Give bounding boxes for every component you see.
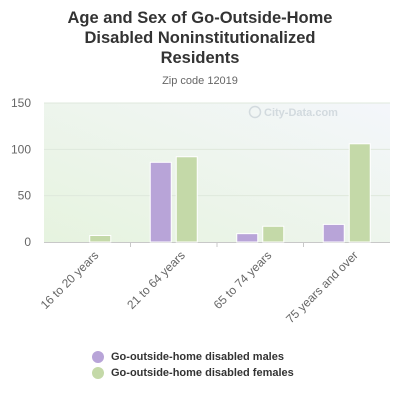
legend-label-females: Go-outside-home disabled females <box>111 367 294 379</box>
x-tick-labels: 16 to 20 years 21 to 64 years 65 to 74 yea… <box>38 248 361 326</box>
bar-females <box>89 235 112 243</box>
chart-title-line-3: Residents <box>160 49 240 67</box>
bar-males <box>236 233 259 243</box>
axes <box>44 242 390 247</box>
x-tick-label: 65 to 74 years <box>211 248 275 312</box>
legend-item-males: Go-outside-home disabled males <box>92 349 294 365</box>
legend-label-males: Go-outside-home disabled males <box>111 351 284 363</box>
y-tick-label: 100 <box>11 142 31 156</box>
legend: Go-outside-home disabled males Go-outsid… <box>92 349 294 381</box>
gridlines <box>44 102 390 197</box>
bar-females <box>175 156 198 243</box>
plot-area <box>44 103 390 242</box>
chart-title-line-2: Disabled Noninstitutionalized <box>84 29 316 47</box>
chart-title-line-1: Age and Sex of Go-Outside-Home <box>67 9 333 27</box>
legend-swatch-females <box>92 367 104 379</box>
chart-title: Age and Sex of Go-Outside-Home Disabled … <box>0 8 400 68</box>
bar-females <box>262 225 285 243</box>
legend-swatch-males <box>92 351 104 363</box>
x-tick-label: 21 to 64 years <box>124 248 188 312</box>
y-tick-label: 50 <box>18 189 32 203</box>
bars <box>89 143 371 243</box>
watermark: City-Data.com <box>248 105 338 119</box>
chart-subtitle: Zip code 12019 <box>162 75 238 87</box>
bar-males <box>322 223 345 243</box>
x-tick-label: 75 years and over <box>283 248 361 326</box>
bar-males <box>149 161 172 243</box>
y-tick-labels: 0 50 100 150 <box>11 96 31 249</box>
legend-item-females: Go-outside-home disabled females <box>92 365 294 381</box>
x-tick-label: 16 to 20 years <box>38 248 102 312</box>
y-tick-label: 150 <box>11 96 31 110</box>
watermark-text: City-Data.com <box>264 107 338 119</box>
bar-females <box>348 143 371 243</box>
y-tick-label: 0 <box>24 235 31 249</box>
